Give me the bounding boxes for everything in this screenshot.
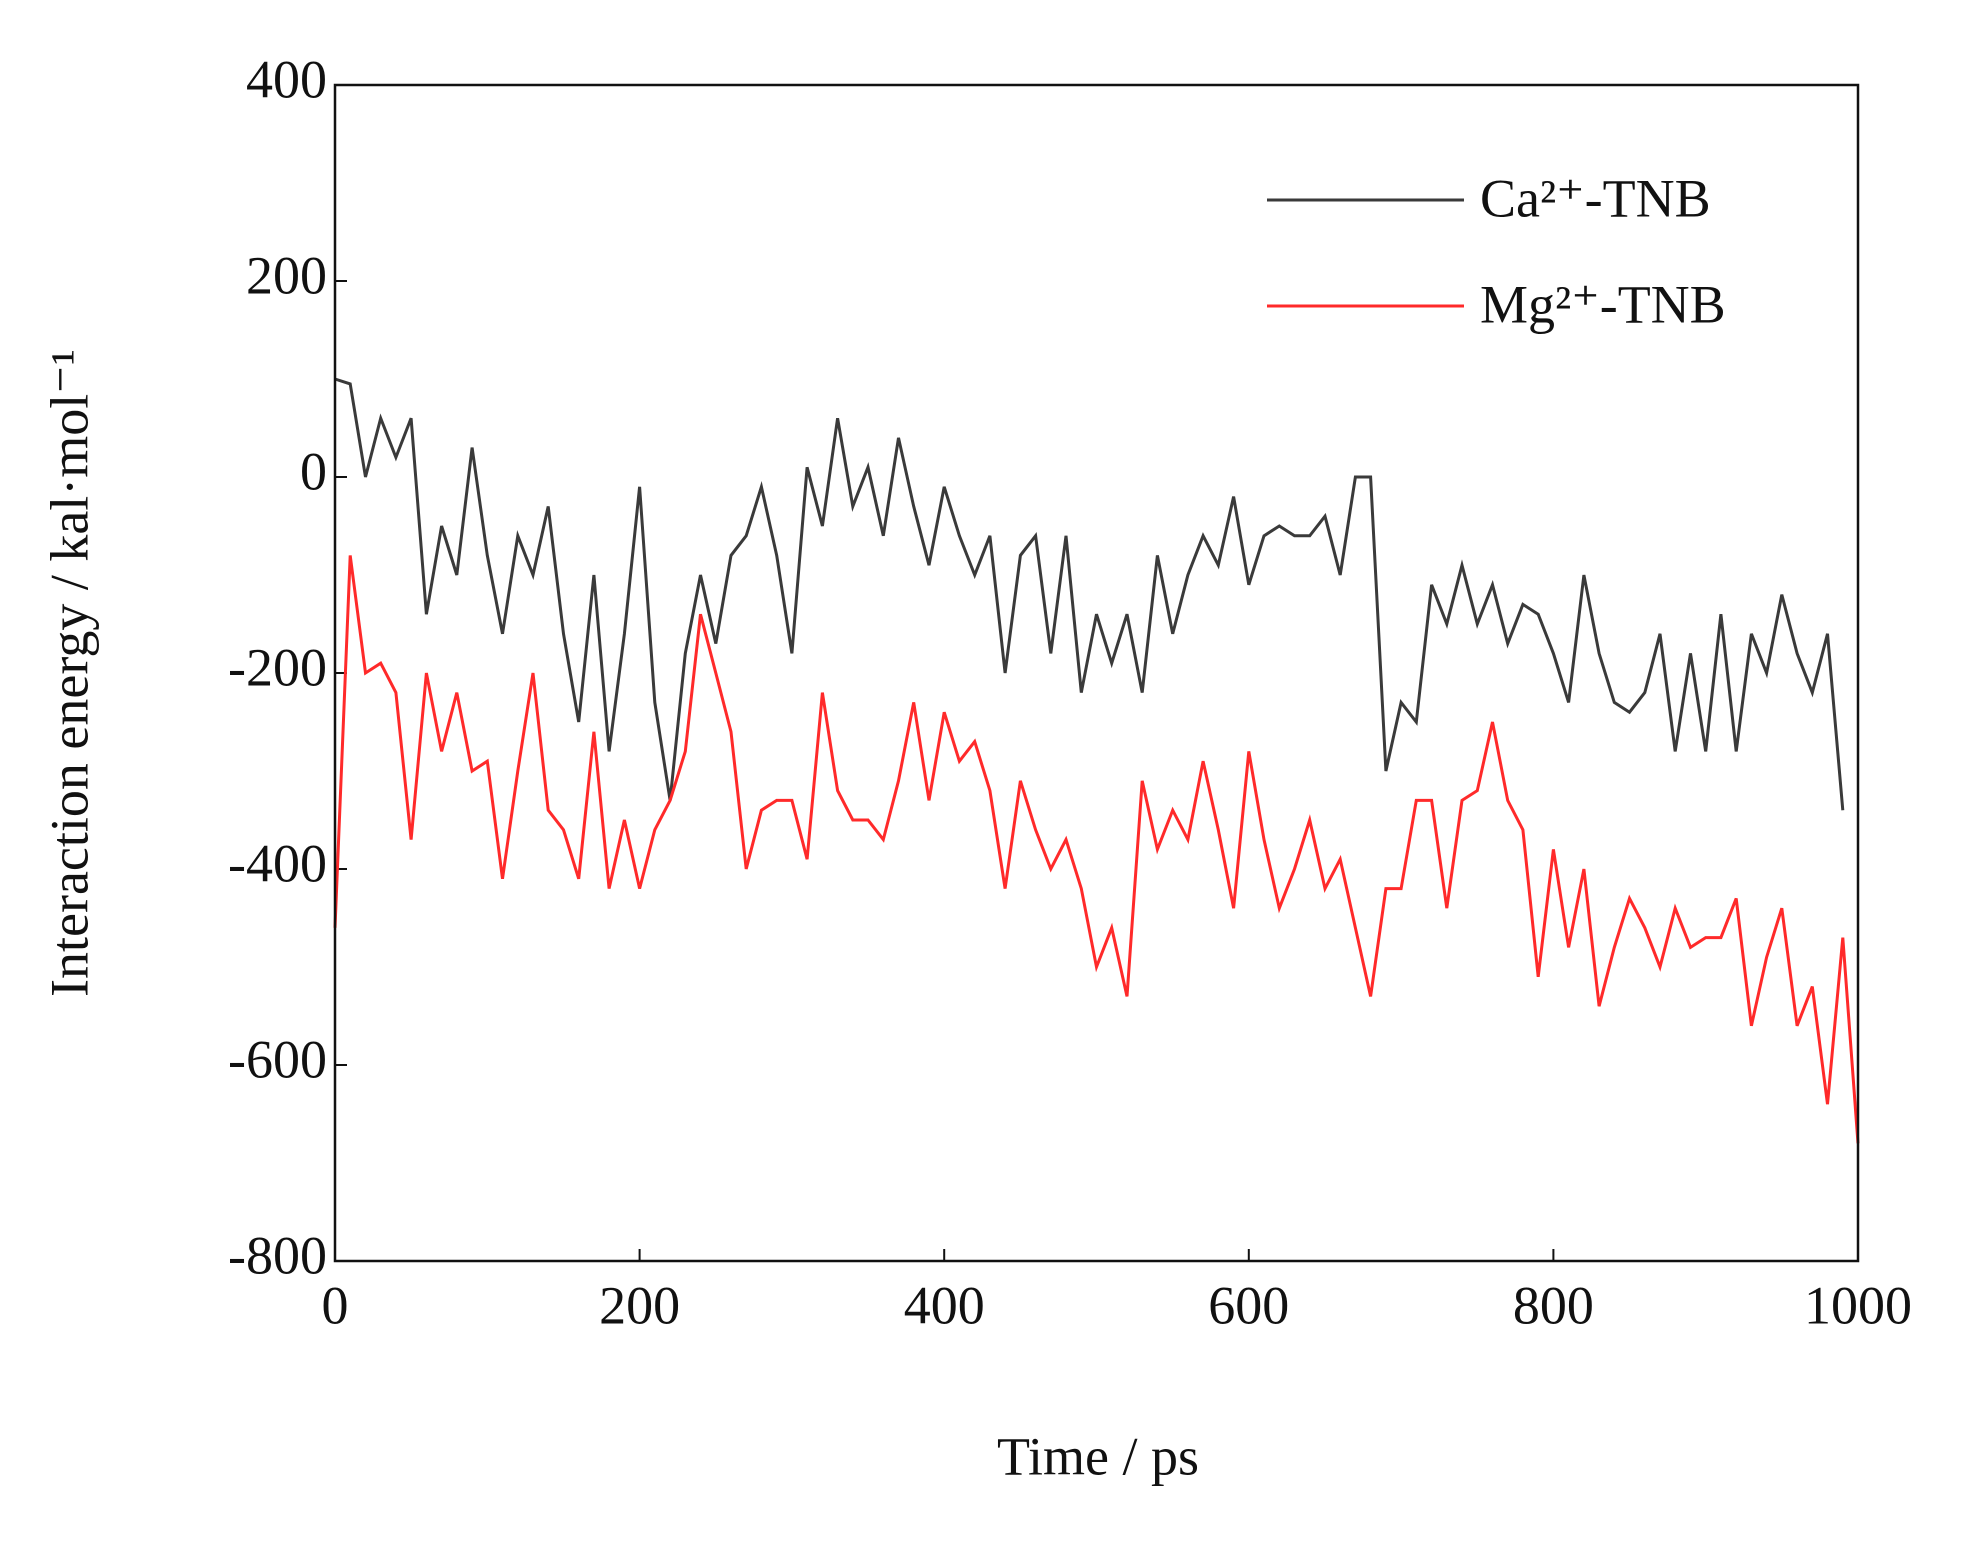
y-tick-label: 400 [246, 49, 327, 109]
y-tick-label: 200 [246, 245, 327, 305]
y-tick-label: 0 [300, 441, 327, 501]
x-axis-label: Time / ps [997, 1426, 1199, 1486]
x-tick-label: 400 [904, 1275, 985, 1335]
y-axis-label: Interaction energy / kal·mol⁻¹ [39, 349, 99, 997]
y-tick-label: -200 [228, 637, 327, 697]
x-tick-label: 800 [1513, 1275, 1594, 1335]
data-line [334, 377, 1845, 811]
legend-label: Ca²⁺-TNB [1480, 168, 1711, 228]
x-tick-label: 200 [599, 1275, 680, 1335]
x-tick-label: 0 [322, 1275, 349, 1335]
legend-label: Mg²⁺-TNB [1480, 274, 1726, 334]
y-tick-label: -400 [228, 833, 327, 893]
x-tick-label: 600 [1208, 1275, 1289, 1335]
plot-frame [333, 83, 1860, 1263]
x-tick-label: 1000 [1804, 1275, 1912, 1335]
y-tick-label: -600 [228, 1029, 327, 1089]
y-tick-label: -800 [228, 1225, 327, 1285]
data-line [333, 555, 1860, 1144]
